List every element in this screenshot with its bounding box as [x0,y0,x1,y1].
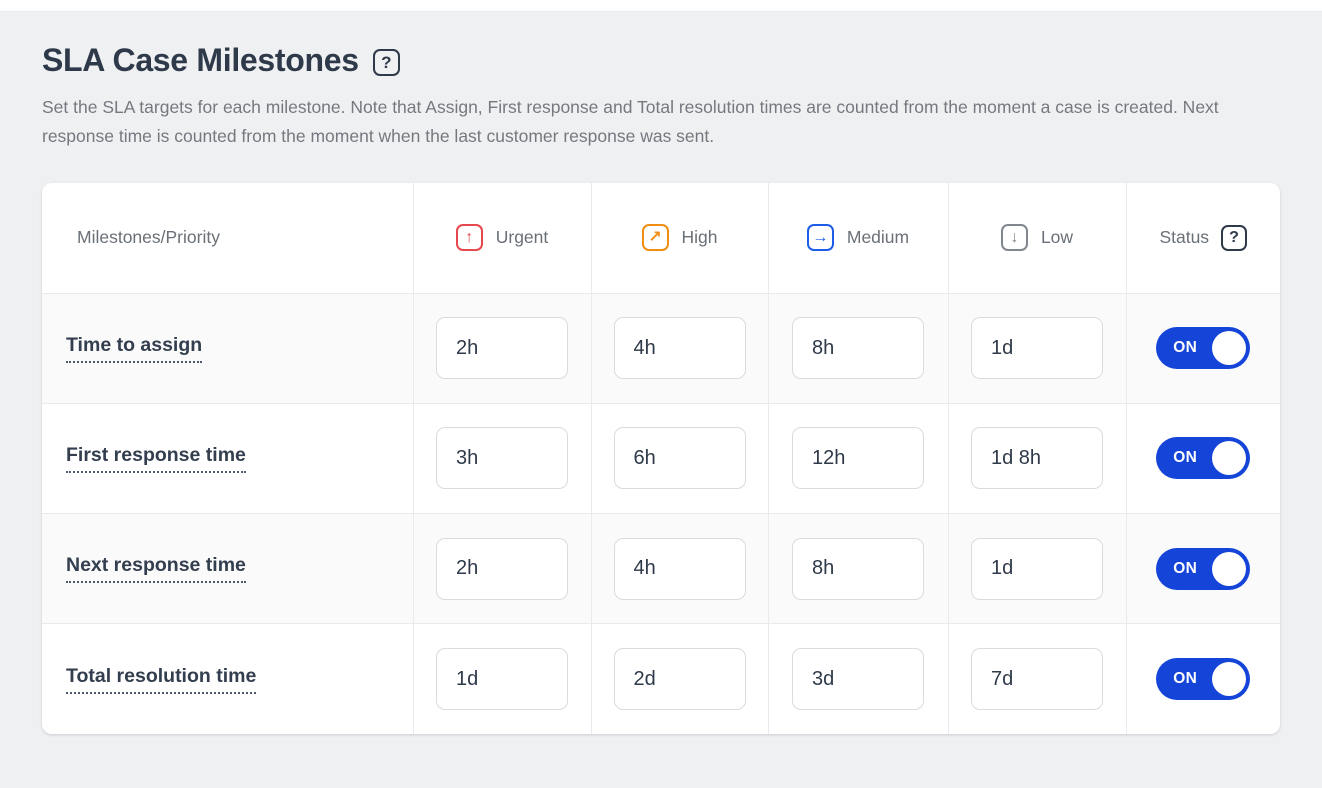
table-header-row: Milestones/Priority ↑ Urgent ↗ High → Medium ↓… [42,183,1280,293]
milestone-link[interactable]: Next response time [66,554,246,584]
toggle-knob [1212,662,1247,697]
milestone-row: Total resolution time ON [42,623,1280,734]
sla-value-cell [590,512,768,624]
sla-time-input[interactable] [613,537,746,600]
sla-value-cell [590,292,768,404]
column-header-status: Status ? [1125,183,1280,293]
sla-time-input[interactable] [971,427,1103,490]
sla-value-cell [947,512,1126,624]
sla-settings-page: SLA Case Milestones ? Set the SLA target… [0,12,1322,734]
sla-value-cell [767,623,948,734]
priority-header-label: High [681,227,718,248]
sla-time-input[interactable] [436,427,568,490]
milestone-cell: Time to assign [42,292,413,404]
sla-value-cell [412,623,591,734]
status-help-icon[interactable]: ? [1221,224,1248,251]
sla-value-cell [590,402,768,514]
status-header-label: Status [1159,227,1210,248]
column-header-milestones-priority: Milestones/Priority [42,183,413,293]
milestone-row: Time to assign ON [42,292,1280,404]
toggle-on-label: ON [1173,339,1198,357]
sla-value-cell [767,402,948,514]
status-toggle[interactable]: ON [1156,658,1251,701]
sla-value-cell [947,292,1126,404]
milestone-row: Next response time ON [42,512,1280,624]
milestone-link[interactable]: First response time [66,444,246,473]
status-cell: ON [1125,512,1280,624]
sla-time-input[interactable] [792,537,924,600]
status-cell: ON [1125,623,1280,734]
status-cell: ON [1125,402,1280,514]
sla-time-input[interactable] [613,317,746,380]
toggle-knob [1212,441,1247,476]
page-title: SLA Case Milestones [42,42,359,78]
sla-time-input[interactable] [792,648,924,711]
priority-high-arrow-up-right-icon: ↗ [641,224,669,252]
status-toggle[interactable]: ON [1156,327,1251,370]
sla-time-input[interactable] [436,317,568,380]
milestone-link[interactable]: Total resolution time [66,665,257,694]
milestone-link[interactable]: Time to assign [66,334,203,363]
milestone-cell: Next response time [42,512,413,624]
status-toggle[interactable]: ON [1156,547,1251,590]
column-header-high: ↗ High [590,183,768,293]
priority-medium-arrow-right-icon: → [806,224,834,252]
sla-value-cell [412,292,591,404]
sla-value-cell [412,512,591,624]
priority-header-label: Low [1040,227,1074,248]
sla-value-cell [767,512,948,624]
status-toggle[interactable]: ON [1156,437,1251,480]
column-header-urgent: ↑ Urgent [412,183,591,293]
sla-time-input[interactable] [613,427,746,490]
sla-time-input[interactable] [436,648,568,711]
status-cell: ON [1125,292,1280,404]
title-help-icon[interactable]: ? [372,49,400,76]
milestone-cell: Total resolution time [42,623,413,734]
toggle-on-label: ON [1173,670,1198,688]
priority-header-label: Medium [846,227,910,248]
sla-time-input[interactable] [971,537,1103,600]
sla-value-cell [412,402,591,514]
page-description: Set the SLA targets for each milestone. … [42,97,1219,146]
milestone-row: First response time ON [42,402,1280,514]
toggle-knob [1212,551,1247,586]
toggle-on-label: ON [1173,449,1198,467]
column-header-medium: → Medium [767,183,948,293]
sla-value-cell [947,402,1126,514]
toggle-on-label: ON [1173,559,1198,577]
priority-low-arrow-down-icon: ↓ [1000,224,1028,252]
page-title-row: SLA Case Milestones ? [42,42,1280,79]
column-header-low: ↓ Low [947,183,1126,293]
milestone-cell: First response time [42,402,413,514]
priority-urgent-arrow-up-icon: ↑ [455,224,483,252]
sla-time-input[interactable] [971,648,1103,711]
toggle-knob [1212,331,1247,366]
sla-time-input[interactable] [792,317,924,380]
sla-time-input[interactable] [613,648,746,711]
priority-header-label: Urgent [495,227,549,248]
sla-time-input[interactable] [436,537,568,600]
sla-milestones-table: Milestones/Priority ↑ Urgent ↗ High → Medium ↓… [42,183,1280,734]
sla-time-input[interactable] [792,427,924,490]
sla-time-input[interactable] [971,317,1103,380]
sla-milestones-table-card: Milestones/Priority ↑ Urgent ↗ High → Medium ↓… [42,183,1280,734]
sla-value-cell [767,292,948,404]
sla-value-cell [947,623,1126,734]
top-bar [0,0,1322,12]
sla-value-cell [590,623,768,734]
